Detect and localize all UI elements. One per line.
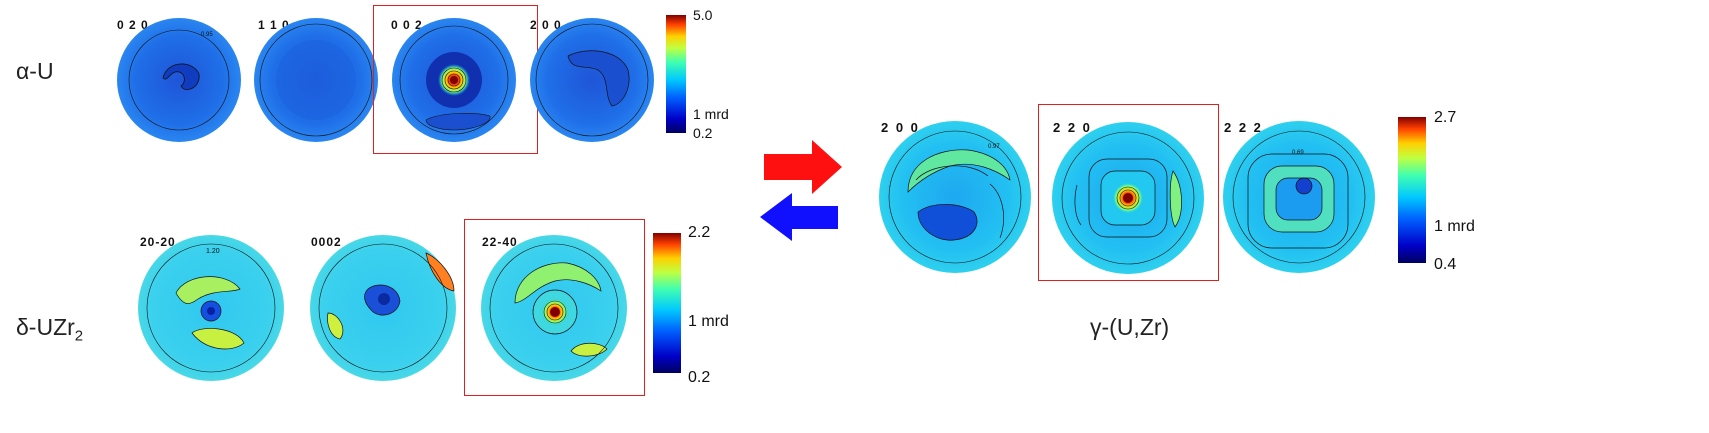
delta-pole-figure-0002: [310, 235, 456, 381]
alpha-pf-label-002: 0 0 2: [391, 18, 423, 32]
delta-colorbar-mid: 1 mrd: [688, 313, 729, 330]
gamma-pf-label-200: 2 0 0: [881, 120, 920, 135]
alpha-pole-figure-002: [392, 18, 516, 142]
alpha-pole-figure-200: [530, 18, 654, 142]
svg-text:0.97: 0.97: [988, 144, 1000, 150]
phase-label-delta-subscript: 2: [74, 327, 84, 345]
svg-text:0.69: 0.69: [1292, 150, 1304, 156]
delta-pf-label-22-40: 22-40: [482, 235, 518, 249]
alpha-colorbar-min: 0.2: [693, 125, 713, 141]
reverse-arrow: [760, 193, 838, 241]
delta-pf-label-0002: 0002: [311, 235, 342, 249]
delta-highlight-box-22-40: [464, 219, 645, 396]
alpha-colorbar: [666, 15, 686, 133]
phase-label-delta-main: δ-UZr: [16, 314, 75, 340]
gamma-pf-label-222: 2 2 2: [1224, 120, 1263, 135]
gamma-pole-figure-220: [1052, 122, 1204, 274]
gamma-colorbar-min: 0.4: [1434, 256, 1457, 273]
svg-text:1.20: 1.20: [206, 248, 220, 255]
gamma-pole-figure-200: 0.97: [879, 121, 1031, 273]
delta-colorbar-min: 0.2: [688, 369, 711, 386]
delta-colorbar: [653, 233, 681, 373]
delta-pole-figure-22-40: [481, 235, 627, 381]
delta-colorbar-max: 2.2: [688, 224, 711, 241]
alpha-pole-figure-020: 0.95: [117, 18, 241, 142]
gamma-colorbar-mid: 1 mrd: [1434, 218, 1475, 235]
gamma-highlight-box-220: [1038, 104, 1219, 281]
delta-pf-label-20-20: 20-20: [140, 235, 176, 249]
svg-text:0.95: 0.95: [201, 32, 213, 38]
alpha-colorbar-mid: 1 mrd: [693, 106, 729, 122]
forward-arrow: [764, 140, 842, 194]
alpha-pf-label-110: 1 1 0: [258, 18, 290, 32]
alpha-pf-label-200: 2 0 0: [530, 18, 562, 32]
gamma-colorbar-max: 2.7: [1434, 109, 1457, 126]
alpha-colorbar-max: 5.0: [693, 7, 713, 23]
phase-label-gamma-uzr: γ-(U,Zr): [1090, 314, 1170, 340]
alpha-pole-figure-110: [254, 18, 378, 142]
gamma-colorbar: [1398, 117, 1426, 263]
delta-pole-figure-20-20: 1.20: [138, 235, 284, 381]
gamma-pole-figure-222: 0.69: [1223, 121, 1375, 273]
alpha-pf-label-020: 0 2 0: [117, 18, 149, 32]
phase-label-delta-uzr2: δ-UZr2: [16, 314, 83, 345]
gamma-pf-label-220: 2 2 0: [1053, 120, 1092, 135]
phase-label-alpha-u: α-U: [16, 58, 54, 84]
